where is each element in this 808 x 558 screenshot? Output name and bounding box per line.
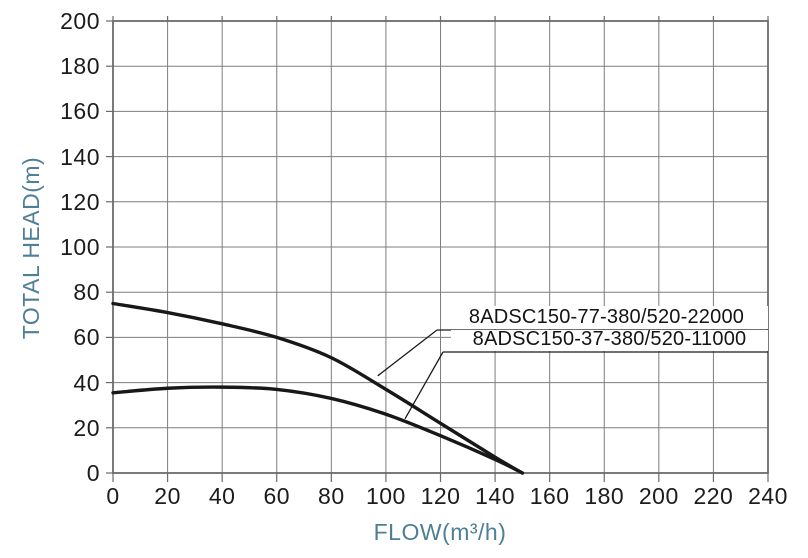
y-tick-label-140: 140 — [60, 143, 100, 170]
callout-leader-0 — [377, 329, 438, 377]
x-tick-label-140: 140 — [475, 483, 516, 509]
x-tick-label-20: 20 — [154, 483, 181, 509]
x-tick-label-60: 60 — [263, 483, 291, 509]
x-tick-label-220: 220 — [693, 483, 734, 509]
x-tick-label-120: 120 — [420, 483, 461, 509]
plot-border — [112, 20, 769, 474]
x-tick-label-160: 160 — [529, 483, 570, 509]
y-axis-title: TOTAL HEAD(m) — [18, 156, 44, 340]
x-tick-label-0: 0 — [106, 483, 120, 509]
x-axis-title: FLOW(m³/h) — [373, 519, 507, 545]
x-tick-label-40: 40 — [208, 483, 236, 509]
curve-label-0: 8ADSC150-77-380/520-22000 — [445, 306, 768, 329]
x-tick-label-100: 100 — [365, 483, 406, 509]
x-tick-label-200: 200 — [638, 483, 679, 509]
y-tick-label-0: 0 — [86, 460, 100, 486]
curve-series-1 — [111, 385, 525, 475]
y-tick-label-60: 60 — [73, 324, 100, 351]
curve-series-0 — [111, 301, 525, 475]
y-tick-label-80: 80 — [73, 279, 100, 306]
x-tick-label-180: 180 — [584, 483, 625, 509]
y-tick-label-180: 180 — [60, 53, 100, 80]
y-tick-label-120: 120 — [60, 188, 100, 215]
y-tick-label-200: 200 — [60, 8, 100, 34]
y-tick-label-40: 40 — [73, 369, 100, 396]
y-tick-label-100: 100 — [60, 234, 100, 260]
y-tick-label-160: 160 — [60, 98, 100, 125]
callout-leader-1 — [404, 351, 444, 420]
x-tick-label-240: 240 — [748, 483, 788, 509]
x-tick-label-80: 80 — [318, 483, 345, 509]
curve-label-1: 8ADSC150-37-380/520-11000 — [451, 328, 768, 351]
y-tick-label-20: 20 — [73, 414, 100, 441]
